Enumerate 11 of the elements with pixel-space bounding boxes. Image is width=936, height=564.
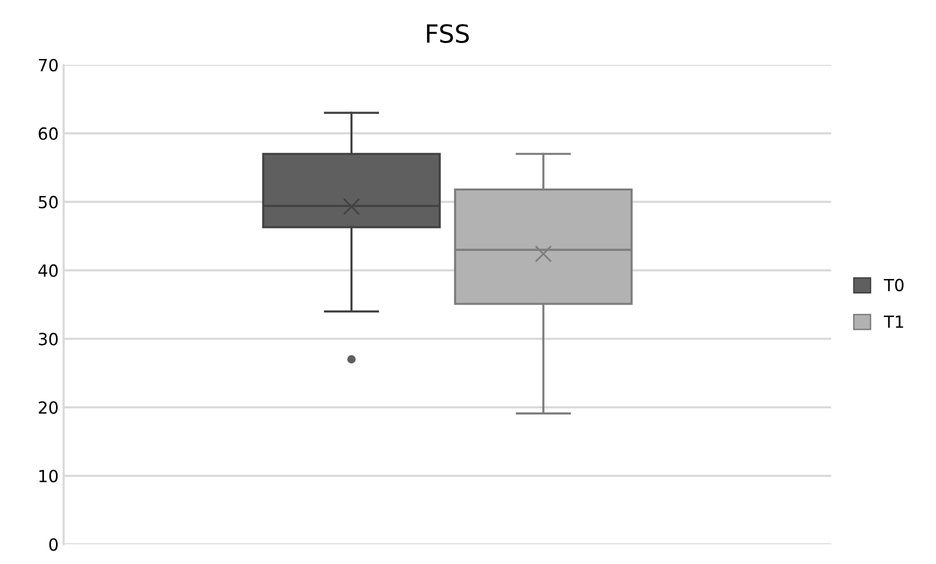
y-tick-label: 50: [38, 196, 58, 208]
y-tick-label: 20: [38, 401, 58, 414]
legend-label: T1: [884, 316, 904, 328]
y-tick-label: 30: [38, 332, 58, 346]
y-tick-label: 10: [39, 470, 58, 482]
y-tick-label: 0: [49, 538, 58, 551]
legend-label: T0: [884, 278, 904, 292]
y-tick-label: 70: [38, 58, 58, 72]
chart-title: FSS: [427, 24, 469, 43]
y-tick-label: 60: [38, 127, 58, 140]
y-tick-label: 40: [38, 264, 58, 277]
